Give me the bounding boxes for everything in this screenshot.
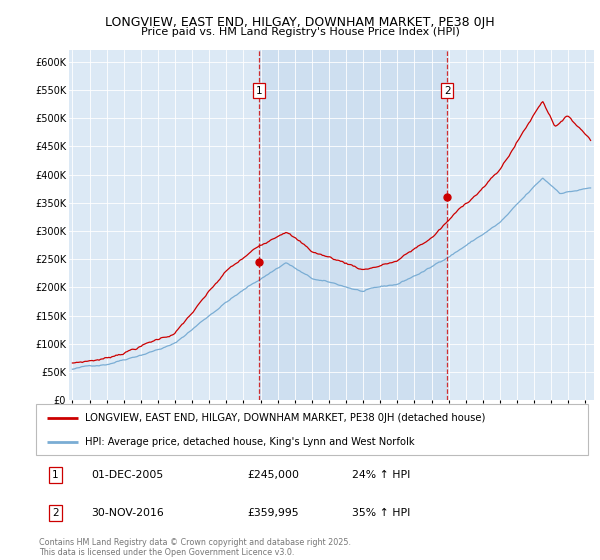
Text: HPI: Average price, detached house, King's Lynn and West Norfolk: HPI: Average price, detached house, King… xyxy=(85,437,415,447)
Text: Contains HM Land Registry data © Crown copyright and database right 2025.
This d: Contains HM Land Registry data © Crown c… xyxy=(39,538,351,557)
Text: 30-NOV-2016: 30-NOV-2016 xyxy=(92,508,164,518)
Text: LONGVIEW, EAST END, HILGAY, DOWNHAM MARKET, PE38 0JH (detached house): LONGVIEW, EAST END, HILGAY, DOWNHAM MARK… xyxy=(85,413,485,423)
Text: 2: 2 xyxy=(52,508,59,518)
Text: Price paid vs. HM Land Registry's House Price Index (HPI): Price paid vs. HM Land Registry's House … xyxy=(140,27,460,37)
Text: £359,995: £359,995 xyxy=(247,508,299,518)
Text: 1: 1 xyxy=(52,470,59,480)
Bar xyxy=(259,50,447,400)
Text: 1: 1 xyxy=(256,86,262,96)
Text: 24% ↑ HPI: 24% ↑ HPI xyxy=(352,470,411,480)
Text: 2: 2 xyxy=(444,86,451,96)
Text: LONGVIEW, EAST END, HILGAY, DOWNHAM MARKET, PE38 0JH: LONGVIEW, EAST END, HILGAY, DOWNHAM MARK… xyxy=(105,16,495,29)
Text: £245,000: £245,000 xyxy=(247,470,299,480)
Text: 01-DEC-2005: 01-DEC-2005 xyxy=(92,470,164,480)
Text: 35% ↑ HPI: 35% ↑ HPI xyxy=(352,508,411,518)
FancyBboxPatch shape xyxy=(36,404,588,455)
